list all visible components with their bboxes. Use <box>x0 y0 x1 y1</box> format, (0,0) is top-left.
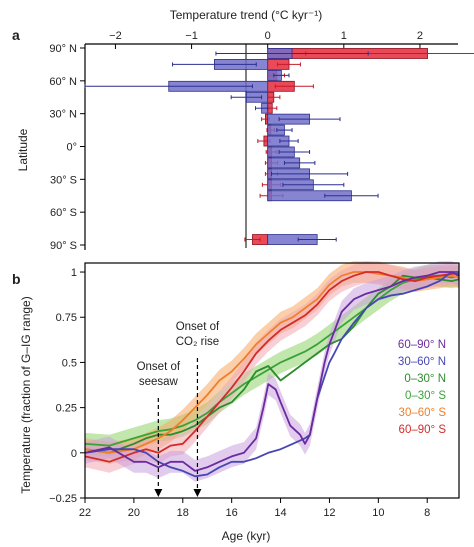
panel-a-y-ticks: 90° N 60° N 30° N 0° 30° S 60° S 90° S <box>49 43 85 252</box>
annotation-label: seesaw <box>139 376 179 388</box>
annotation-arrow-head <box>193 489 202 497</box>
annotation-label: Onset of <box>137 361 181 373</box>
panel-b-x-tick-label: 8 <box>424 507 430 519</box>
panel-a-y-tick-label: 60° N <box>49 76 77 88</box>
panel-b-x-title: Age (kyr) <box>222 529 271 543</box>
panel-b-x-tick-label: 12 <box>323 507 335 519</box>
uncertainty-band <box>85 264 459 457</box>
panel-a-x-ticks: −2 −1 0 1 2 <box>109 30 423 49</box>
uncertainty-band <box>85 261 459 482</box>
panel-b-y-ticks: −0.25 0 0.25 0.5 0.75 1 <box>49 267 85 505</box>
annotation-arrow-head <box>154 489 163 497</box>
panel-b-lines <box>84 271 460 478</box>
legend-entry: 0–30° S <box>405 390 446 402</box>
panel-a-bars <box>84 48 474 245</box>
legend-entry: 30–60° N <box>398 356 446 368</box>
panel-b-y-tick-label: 0 <box>71 448 77 460</box>
panel-a-x-tick-label: 1 <box>341 30 347 42</box>
panel-a-x-title: Temperature trend (°C kyr⁻¹) <box>170 8 323 22</box>
panel-b-y-tick-label: 0.25 <box>56 403 77 415</box>
panel-a-y-title: Latitude <box>16 128 30 171</box>
panel-a-y-tick-label: 30° S <box>50 174 77 186</box>
legend-entry: 60–90° N <box>398 339 446 351</box>
panel-a-label: a <box>12 27 20 43</box>
panel-b-x-tick-label: 18 <box>177 507 189 519</box>
panel-b-x-tick-label: 20 <box>128 507 140 519</box>
panel-a-x-tick-label: 0 <box>265 30 271 42</box>
series-line <box>84 274 460 447</box>
panel-b-y-title: Temperature (fraction of G–IG range) <box>19 296 33 493</box>
panel-a-y-tick-label: 90° N <box>49 43 77 55</box>
panel-a-x-tick-label: −2 <box>109 30 122 42</box>
panel-b: b Temperature (fraction of G–IG range) A… <box>12 261 460 543</box>
panel-a-y-tick-label: 30° N <box>49 109 77 121</box>
series-line <box>84 271 460 472</box>
panel-b-y-tick-label: 0.75 <box>56 312 77 324</box>
panel-b-y-tick-label: 1 <box>71 267 77 279</box>
legend-entry: 0–30° N <box>404 373 446 385</box>
panel-b-y-tick-label: −0.25 <box>49 493 77 505</box>
panel-b-x-tick-label: 10 <box>372 507 384 519</box>
legend-entry: 30–60° S <box>399 407 447 419</box>
panel-b-annotations: Onset of seesaw Onset of CO₂ rise <box>137 321 220 497</box>
panel-a-y-tick-label: 90° S <box>50 240 77 252</box>
panel-a-x-tick-label: 2 <box>417 30 423 42</box>
panel-a-y-tick-label: 60° S <box>50 207 77 219</box>
series-line <box>84 274 460 454</box>
panel-a-y-tick-label: 0° <box>66 142 77 154</box>
panel-b-x-tick-label: 14 <box>274 507 286 519</box>
panel-b-frame <box>84 262 460 499</box>
panel-b-y-tick-label: 0.5 <box>62 357 77 369</box>
panel-b-x-ticks: 22 20 18 16 14 12 10 8 <box>79 498 430 519</box>
series-line <box>84 271 459 478</box>
series-line <box>84 271 460 454</box>
panel-a-x-tick-label: −1 <box>185 30 198 42</box>
panel-a: a Temperature trend (°C kyr⁻¹) Latitude … <box>12 8 474 252</box>
annotation-label: Onset of <box>176 321 220 333</box>
annotation-label: CO₂ rise <box>176 336 219 348</box>
panel-b-x-tick-label: 22 <box>79 507 91 519</box>
panel-b-x-tick-label: 16 <box>226 507 238 519</box>
panel-b-label: b <box>12 271 21 287</box>
panel-b-legend: 60–90° N 30–60° N 0–30° N 0–30° S 30–60° S 60… <box>398 339 446 436</box>
legend-entry: 60–90° S <box>399 424 447 436</box>
